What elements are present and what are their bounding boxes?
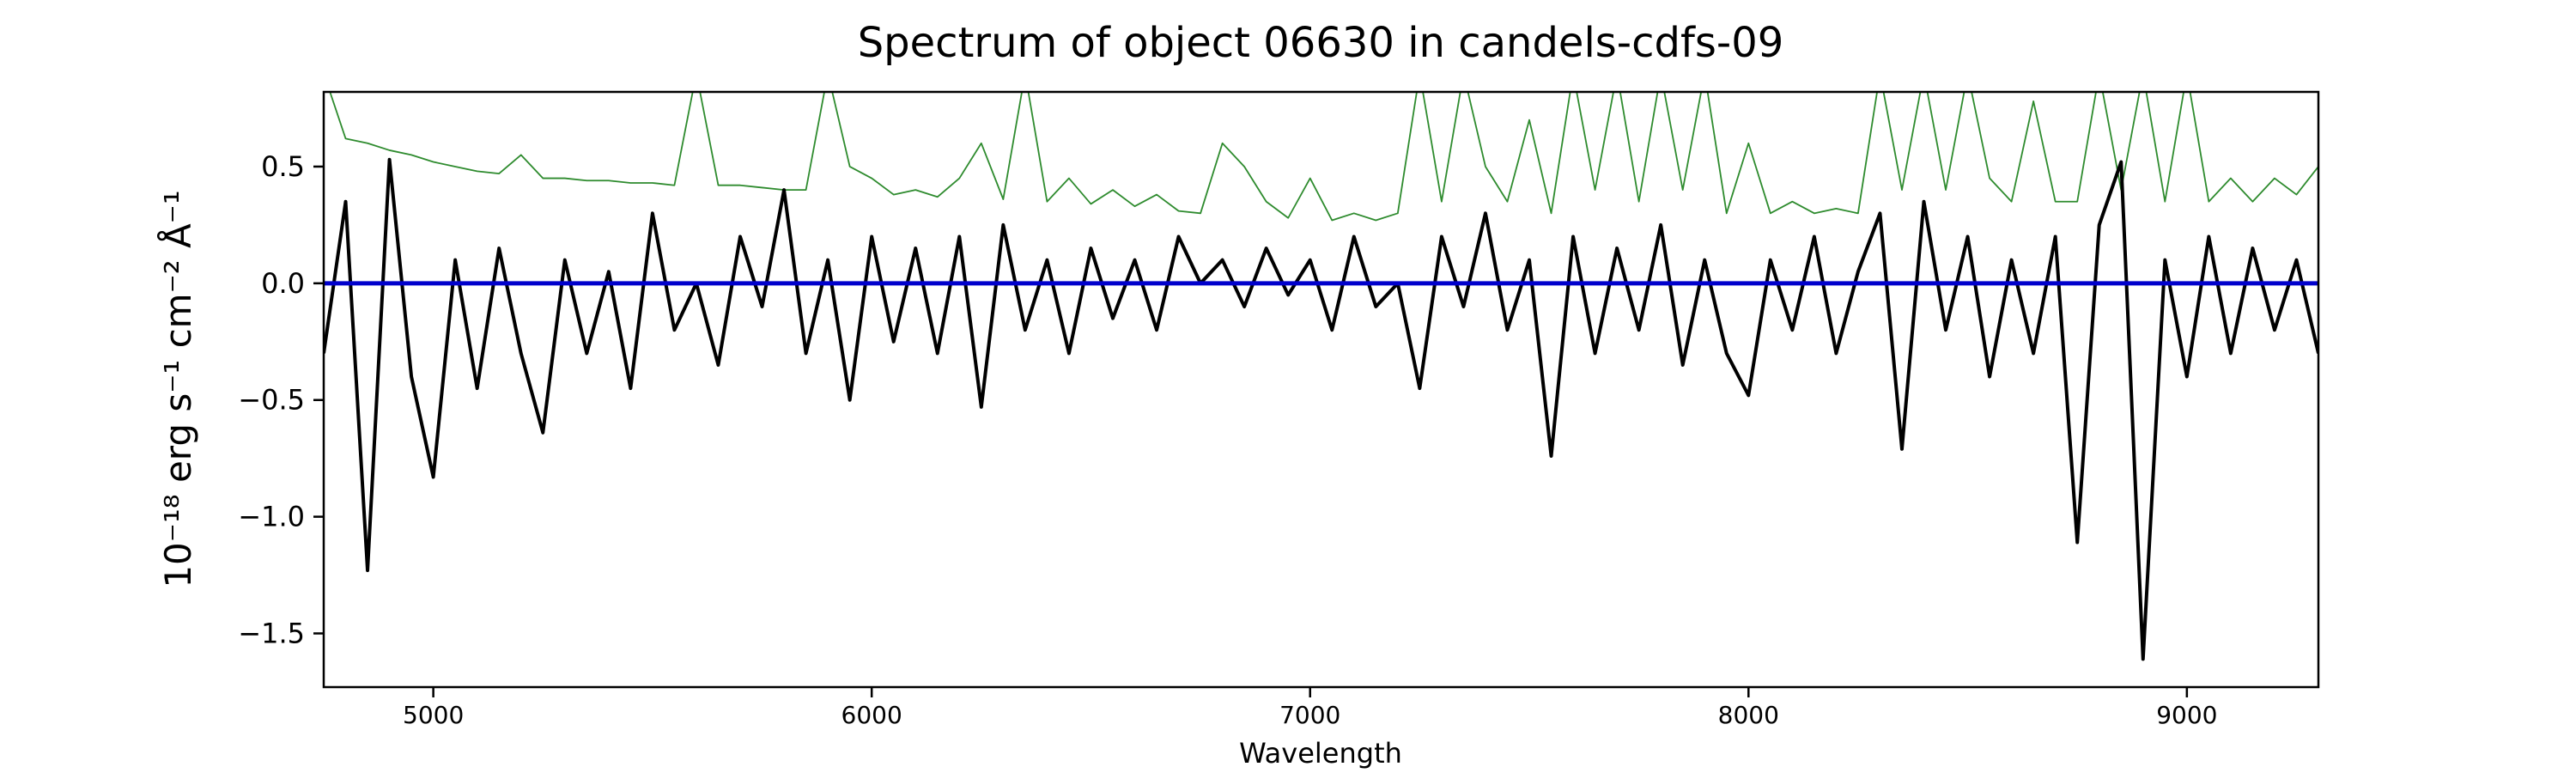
y-axis-label: 10⁻¹⁸ erg s⁻¹ cm⁻² Å⁻¹ [156, 190, 199, 587]
plot-area [324, 92, 2318, 661]
x-tick-label: 5000 [403, 701, 464, 729]
x-tick-label: 6000 [841, 701, 902, 729]
y-tick-label: −1.0 [238, 501, 305, 533]
y-tick-label: 0.0 [261, 267, 305, 300]
plot-frame [322, 90, 2320, 689]
spectrum-line [324, 157, 2318, 661]
y-tick-label: −0.5 [238, 384, 305, 417]
x-axis-label: Wavelength [1239, 737, 1402, 770]
chart-title: Spectrum of object 06630 in candels-cdfs… [858, 19, 1784, 67]
x-tick-label: 7000 [1279, 701, 1340, 729]
y-tick-label: 0.5 [261, 150, 305, 183]
y-tick-label: −1.5 [238, 617, 305, 649]
x-tick-label: 9000 [2156, 701, 2217, 729]
spectrum-line [329, 92, 2318, 222]
x-tick-label: 8000 [1718, 701, 1779, 729]
